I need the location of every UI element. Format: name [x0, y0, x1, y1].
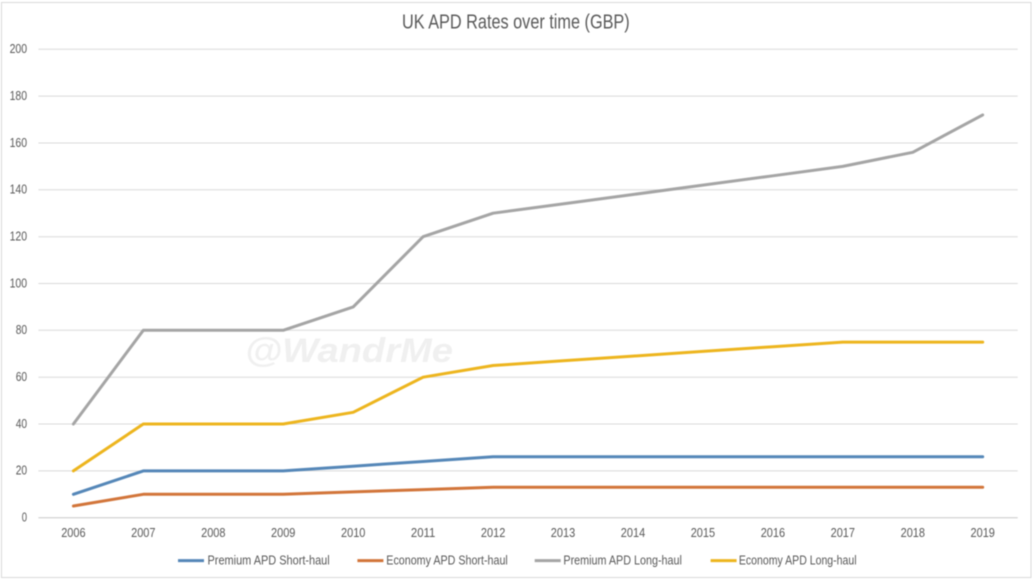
svg-text:2006: 2006 [61, 525, 85, 540]
svg-text:60: 60 [16, 369, 27, 384]
svg-text:2018: 2018 [901, 525, 925, 540]
svg-text:2017: 2017 [831, 525, 855, 540]
svg-text:180: 180 [10, 88, 28, 103]
svg-text:120: 120 [10, 229, 28, 244]
svg-text:Premium APD Long-haul: Premium APD Long-haul [563, 554, 682, 568]
svg-text:2010: 2010 [341, 525, 365, 540]
svg-text:2014: 2014 [621, 525, 645, 540]
svg-text:2012: 2012 [481, 525, 505, 540]
svg-text:2016: 2016 [761, 525, 785, 540]
svg-text:UK APD Rates over time (GBP): UK APD Rates over time (GBP) [402, 11, 630, 33]
svg-text:@WandrMe: @WandrMe [245, 332, 453, 370]
svg-text:2009: 2009 [271, 525, 295, 540]
svg-text:Premium APD Short-haul: Premium APD Short-haul [208, 554, 330, 568]
svg-text:2007: 2007 [131, 525, 155, 540]
svg-text:40: 40 [16, 416, 27, 431]
svg-text:2008: 2008 [201, 525, 225, 540]
svg-text:160: 160 [10, 135, 28, 150]
svg-text:100: 100 [10, 275, 28, 290]
svg-text:80: 80 [16, 322, 27, 337]
svg-text:20: 20 [16, 463, 27, 478]
svg-text:Economy APD Short-haul: Economy APD Short-haul [386, 554, 508, 568]
svg-text:2015: 2015 [691, 525, 715, 540]
svg-text:2019: 2019 [971, 525, 995, 540]
svg-text:2011: 2011 [411, 525, 435, 540]
svg-text:0: 0 [22, 510, 27, 525]
svg-text:140: 140 [10, 182, 28, 197]
svg-text:200: 200 [10, 41, 28, 56]
svg-text:Economy APD Long-haul: Economy APD Long-haul [739, 554, 857, 568]
svg-text:2013: 2013 [551, 525, 575, 540]
